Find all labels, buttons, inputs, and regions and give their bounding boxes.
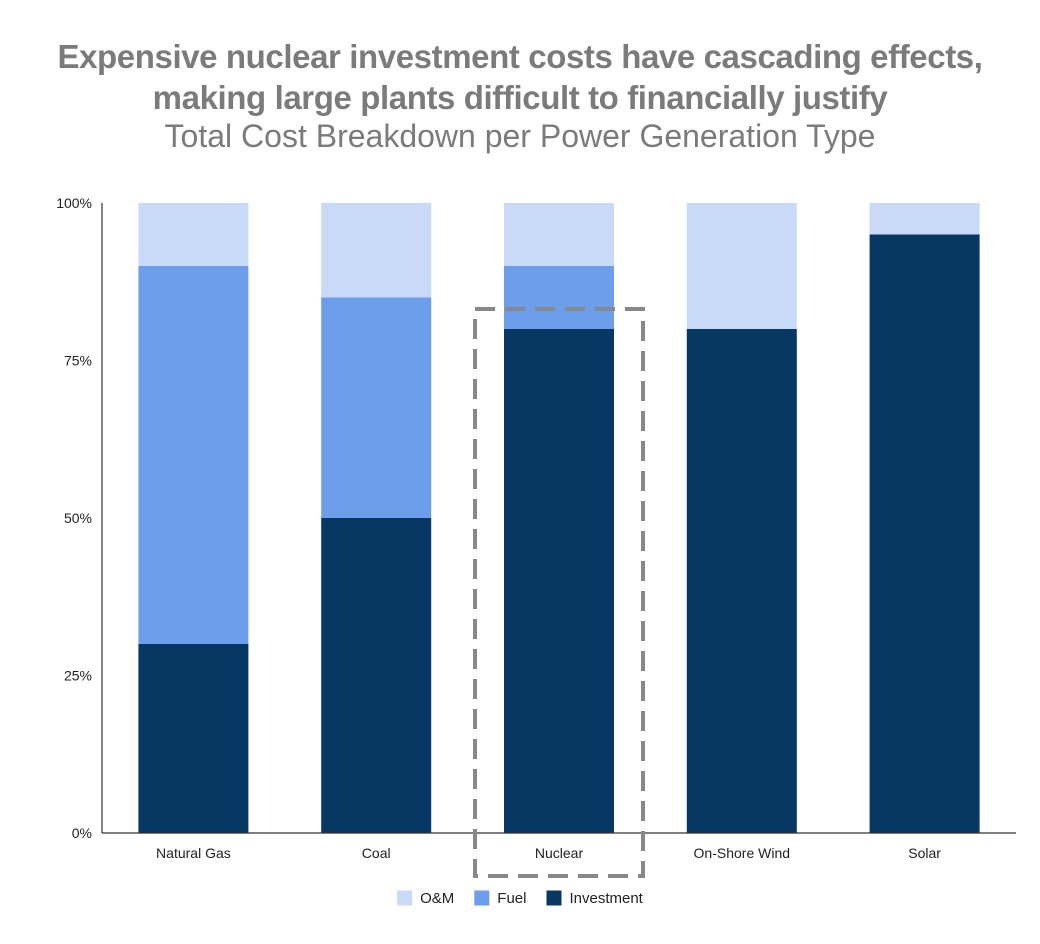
chart-subtitle: Total Cost Breakdown per Power Generatio… [164,118,876,154]
highlight-group [473,307,645,878]
y-tick-label-100: 100% [56,195,92,211]
legend-swatch-oandm [397,890,413,906]
bars-group [138,203,980,833]
y-tick-label-0: 0% [72,825,92,841]
chart-title-line1: Expensive nuclear investment costs have … [57,38,983,75]
axes-group: Natural Gas Coal Nuclear On-Shore Wind Solar… [56,195,1016,861]
legend-label-investment: Investment [569,890,643,907]
bar-natural-gas-investment [138,644,249,833]
bar-solar-oandm [869,203,980,235]
legend-swatch-investment [546,890,562,906]
bar-nuclear-oandm [504,203,614,266]
legend-swatch-fuel [474,890,490,906]
x-tick-label-coal: Coal [362,845,391,861]
bar-solar-investment [869,234,980,833]
bar-natural-gas-oandm [138,203,249,266]
x-tick-label-on-shore-wind: On-Shore Wind [694,845,790,861]
legend-label-oandm: O&M [420,890,454,907]
y-tick-label-75: 75% [64,353,92,369]
bar-coal-oandm [321,203,432,298]
chart-title-line2: making large plants difficult to financi… [152,79,888,116]
bar-coal-investment [321,518,432,833]
legend: O&M Fuel Investment [397,890,644,907]
x-tick-label-solar: Solar [908,845,941,861]
y-tick-label-25: 25% [64,668,92,684]
bar-natural-gas-fuel [138,266,249,644]
x-tick-label-natural-gas: Natural Gas [156,845,231,861]
y-tick-label-50: 50% [64,510,92,526]
bar-on-shore-wind-oandm [686,203,797,329]
bar-nuclear-investment [504,329,614,833]
highlight-box-nuclear [473,307,645,878]
legend-label-fuel: Fuel [497,890,526,907]
bar-coal-fuel [321,297,432,518]
x-tick-label-nuclear: Nuclear [535,845,584,861]
bar-nuclear-fuel [504,266,614,329]
bar-on-shore-wind-investment [686,329,797,833]
